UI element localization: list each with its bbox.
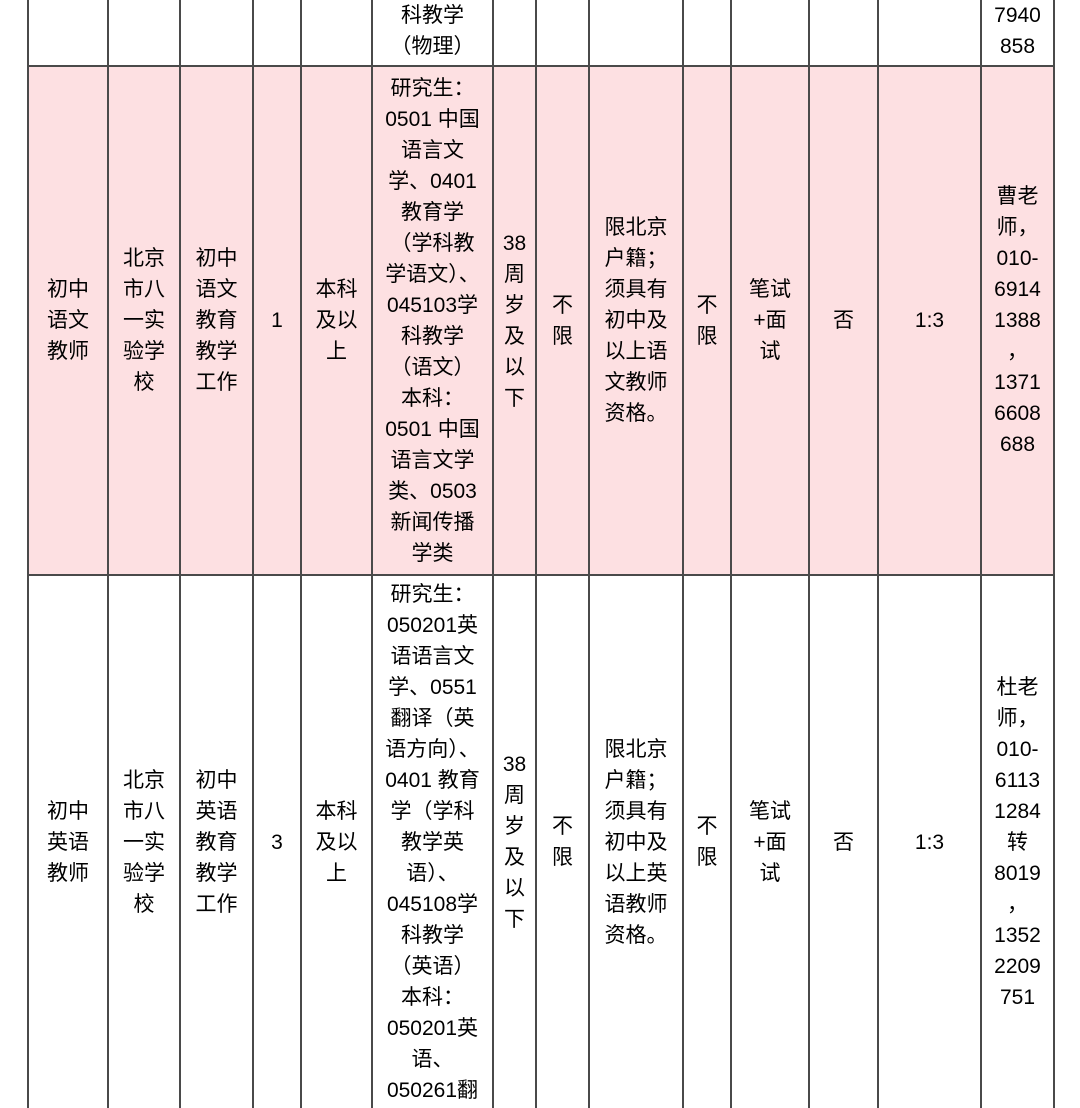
cell-duties: 初中 英语 教育 教学 工作	[179, 574, 254, 1108]
cell-text: 1	[271, 309, 283, 332]
cell-text: 科教学 （物理）	[390, 4, 475, 58]
recruitment-table-container: 科教学 （物理） 7940 858 初中 语文 教师 北京 市八 一实 验学 校…	[27, 0, 1055, 1108]
cell-age-limit: 38 周 岁 及 以 下	[492, 65, 537, 576]
recruitment-table: 科教学 （物理） 7940 858 初中 语文 教师 北京 市八 一实 验学 校…	[27, 0, 1055, 1108]
cell-exam-method	[730, 0, 810, 67]
cell-text: 否	[833, 830, 854, 854]
cell-major-requirements: 研究生： 050201英 语语言文 学、0551 翻译（英 语方向）、 0401…	[371, 574, 494, 1108]
cell-text: 不 限	[552, 293, 573, 348]
cell-text: 38 周 岁 及 以 下	[502, 753, 527, 931]
cell-flag: 否	[808, 574, 879, 1108]
table-row-partial: 科教学 （物理） 7940 858	[27, 0, 1055, 67]
cell-text: 初中 语文 教师	[47, 278, 89, 363]
cell-text: 初中 英语 教师	[47, 799, 89, 885]
cell-education: 本科 及以 上	[300, 65, 373, 576]
cell-headcount: 3	[252, 574, 302, 1108]
cell-duties: 初中 语文 教育 教学 工作	[179, 65, 254, 576]
cell-text: 研究生： 0501 中国 语言文 学、0401 教育学 （学科教 学语文）、 0…	[385, 76, 480, 565]
cell-age-limit: 38 周 岁 及 以 下	[492, 574, 537, 1108]
cell-major-requirements: 科教学 （物理）	[371, 0, 494, 67]
cell-household: 不 限	[682, 65, 732, 576]
table-row-english-teacher: 初中 英语 教师 北京 市八 一实 验学 校 初中 英语 教育 教学 工作 3 …	[27, 574, 1055, 1108]
cell-age-limit	[492, 0, 537, 67]
cell-text: 1:3	[914, 830, 945, 854]
cell-text: 曹老 师， 010- 6914 1388 ， 1371 6608 688	[994, 185, 1041, 456]
cell-school: 北京 市八 一实 验学 校	[107, 65, 181, 576]
cell-other-requirements: 限北京 户籍； 须具有 初中及 以上英 语教师 资格。	[588, 574, 684, 1108]
cell-other-requirements: 限北京 户籍； 须具有 初中及 以上语 文教师 资格。	[588, 65, 684, 576]
cell-text: 限北京 户籍； 须具有 初中及 以上英 语教师 资格。	[604, 737, 668, 947]
cell-text: 7940 858	[994, 4, 1041, 58]
cell-text: 不 限	[552, 815, 573, 869]
cell-text: 本科 及以 上	[315, 278, 358, 363]
cell-household: 不 限	[682, 574, 732, 1108]
cell-text: 初中 英语 教育 教学 工作	[195, 768, 238, 916]
cell-headcount	[252, 0, 302, 67]
cell-text: 杜老 师， 010- 6113 1284 转 8019 ， 1352 2209 …	[994, 675, 1041, 1009]
cell-text: 限北京 户籍； 须具有 初中及 以上语 文教师 资格。	[604, 216, 668, 425]
cell-text: 本科 及以 上	[315, 799, 358, 885]
cell-text: 3	[271, 830, 283, 854]
cell-school	[107, 0, 181, 67]
cell-headcount: 1	[252, 65, 302, 576]
cell-gender: 不 限	[535, 574, 590, 1108]
cell-position	[27, 0, 109, 67]
cell-text: 不 限	[696, 293, 718, 348]
cell-text: 不 限	[696, 815, 718, 869]
cell-ratio: 1:3	[877, 65, 982, 576]
cell-flag: 否	[808, 65, 879, 576]
cell-education: 本科 及以 上	[300, 574, 373, 1108]
cell-position: 初中 英语 教师	[27, 574, 109, 1108]
cell-text: 研究生： 050201英 语语言文 学、0551 翻译（英 语方向）、 0401…	[385, 582, 480, 1102]
cell-text: 否	[833, 309, 854, 332]
cell-gender: 不 限	[535, 65, 590, 576]
cell-ratio	[877, 0, 982, 67]
cell-duties	[179, 0, 254, 67]
cell-text: 初中 语文 教育 教学 工作	[195, 247, 238, 394]
cell-contact: 杜老 师， 010- 6113 1284 转 8019 ， 1352 2209 …	[980, 574, 1055, 1108]
cell-household	[682, 0, 732, 67]
cell-gender	[535, 0, 590, 67]
cell-exam-method: 笔试 +面 试	[730, 574, 810, 1108]
cell-ratio: 1:3	[877, 574, 982, 1108]
cell-contact: 7940 858	[980, 0, 1055, 67]
cell-contact: 曹老 师， 010- 6914 1388 ， 1371 6608 688	[980, 65, 1055, 576]
cell-text: 北京 市八 一实 验学 校	[123, 247, 165, 394]
cell-flag	[808, 0, 879, 67]
cell-position: 初中 语文 教师	[27, 65, 109, 576]
cell-major-requirements: 研究生： 0501 中国 语言文 学、0401 教育学 （学科教 学语文）、 0…	[371, 65, 494, 576]
table-row-chinese-teacher: 初中 语文 教师 北京 市八 一实 验学 校 初中 语文 教育 教学 工作 1 …	[27, 65, 1055, 576]
cell-text: 笔试 +面 试	[749, 278, 791, 363]
cell-text: 北京 市八 一实 验学 校	[123, 768, 165, 916]
cell-other-requirements	[588, 0, 684, 67]
cell-text: 1:3	[914, 309, 945, 332]
cell-exam-method: 笔试 +面 试	[730, 65, 810, 576]
cell-text: 38 周 岁 及 以 下	[502, 231, 527, 410]
cell-education	[300, 0, 373, 67]
cell-school: 北京 市八 一实 验学 校	[107, 574, 181, 1108]
cell-text: 笔试 +面 试	[749, 799, 791, 885]
